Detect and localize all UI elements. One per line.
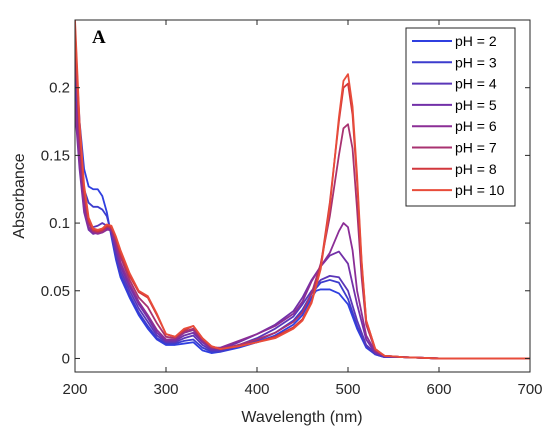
x-axis-label: Wavelength (nm) xyxy=(241,409,362,426)
y-tick-label: 0.15 xyxy=(41,147,70,164)
plot-area: 200 300 400 500 600 700 0 0.05 0.1 0.15 0.2 xyxy=(41,19,543,398)
tick-layer: 200 300 400 500 600 700 0 0.05 0.1 0.15 0.2 xyxy=(41,20,543,398)
x-tick-label: 500 xyxy=(335,381,360,398)
legend-label-6: pH = 7 xyxy=(455,140,497,156)
legend-box xyxy=(405,27,516,207)
legend-items: pH = 2 pH = 3 pH = 4 pH = 5 pH = 6 pH = 7 pH =… xyxy=(412,33,505,198)
series-line-1 xyxy=(75,40,530,360)
y-tick-label: 0.2 xyxy=(49,80,70,97)
y-tick-label: 0.05 xyxy=(41,283,70,300)
x-tick-label: 400 xyxy=(244,381,269,398)
axes-box xyxy=(74,19,531,373)
x-tick-label: 300 xyxy=(153,381,178,398)
legend-label-5: pH = 6 xyxy=(455,118,497,134)
y-axis-label: Absorbance xyxy=(11,153,28,238)
legend-label-1: pH = 2 xyxy=(455,33,497,49)
y-tick-label: 0.1 xyxy=(49,215,70,232)
y-tick-label: 0 xyxy=(62,350,70,367)
series-line-3 xyxy=(75,87,530,360)
x-tick-label: 700 xyxy=(517,381,542,398)
panel-label: A xyxy=(92,27,106,48)
series-layer xyxy=(75,20,530,360)
legend-label-7: pH = 8 xyxy=(455,161,497,177)
legend-label-8: pH = 10 xyxy=(455,182,505,198)
legend: pH = 2 pH = 3 pH = 4 pH = 5 pH = 6 pH = 7 pH =… xyxy=(405,27,516,207)
series-line-8 xyxy=(75,20,530,360)
x-tick-label: 600 xyxy=(426,381,451,398)
x-tick-label: 200 xyxy=(62,381,87,398)
legend-label-2: pH = 3 xyxy=(455,54,497,70)
series-line-2 xyxy=(75,67,530,360)
legend-label-3: pH = 4 xyxy=(455,76,497,92)
legend-label-4: pH = 5 xyxy=(455,97,497,113)
